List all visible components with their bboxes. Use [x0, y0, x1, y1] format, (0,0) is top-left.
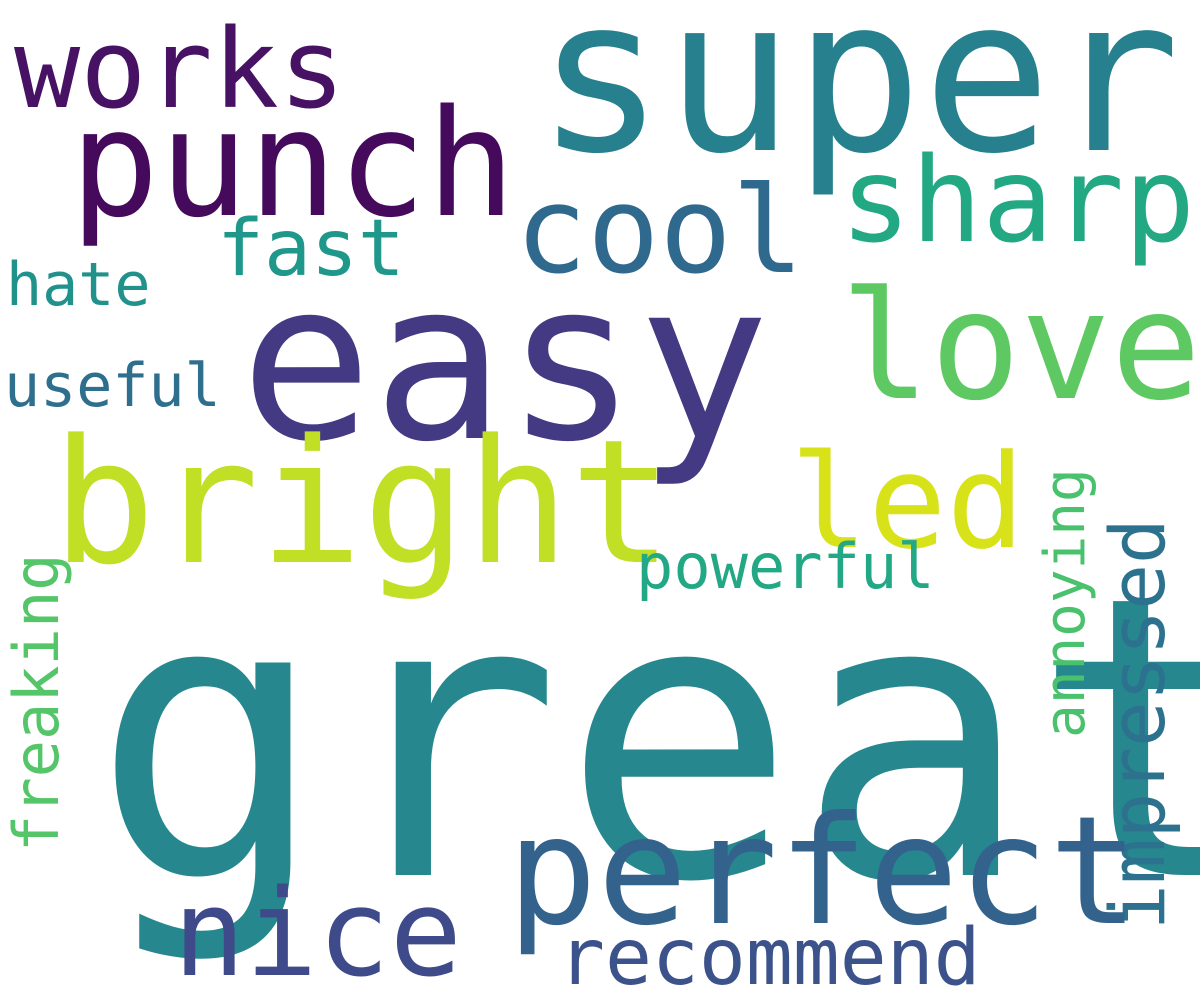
word-love: love [840, 260, 1200, 434]
word-easy: easy [240, 234, 770, 490]
word-cool: cool [515, 162, 804, 301]
word-powerful: powerful [636, 530, 935, 603]
word-sharp: sharp [840, 131, 1196, 269]
word-works: works [14, 5, 346, 133]
word-punch: punch [70, 78, 516, 250]
word-recommend: recommend [558, 913, 981, 1003]
word-annoying: annoying [1033, 468, 1098, 738]
word-nice: nice [173, 865, 462, 1004]
word-great: great [92, 513, 1200, 967]
word-perfect: perfect [507, 785, 1140, 959]
word-fast: fast [217, 204, 405, 294]
word-super: super [536, 0, 1181, 201]
word-useful: useful [4, 351, 221, 421]
word-led: led [790, 426, 1025, 578]
word-bright: bright [52, 402, 674, 603]
word-freaking: freaking [0, 553, 73, 852]
word-hate: hate [6, 250, 151, 320]
